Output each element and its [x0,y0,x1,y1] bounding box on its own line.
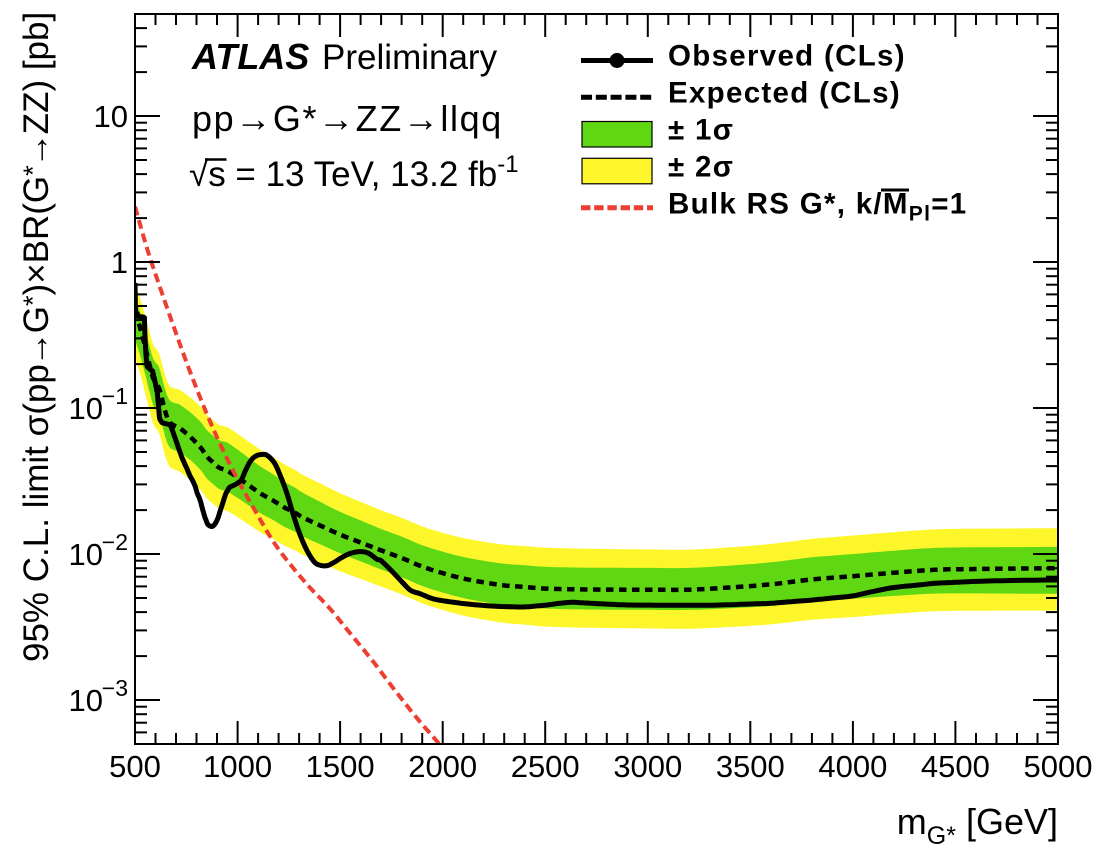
svg-text:−1: −1 [102,383,128,409]
svg-text:1500: 1500 [306,749,375,784]
svg-text:10: 10 [69,537,103,572]
svg-text:3500: 3500 [716,749,785,784]
svg-text:10: 10 [94,99,128,134]
svg-text:10: 10 [69,683,103,718]
svg-text:4000: 4000 [818,749,887,784]
svg-text:ATLAS Preliminary: ATLAS Preliminary [191,36,498,77]
svg-text:95% C.L. limit σ(pp→G*)×BR(G*→: 95% C.L. limit σ(pp→G*)×BR(G*→ZZ) [pb] [17,12,56,662]
svg-text:2500: 2500 [511,749,580,784]
svg-text:10: 10 [69,391,103,426]
svg-text:√s = 13 TeV, 13.2 fb-1: √s = 13 TeV, 13.2 fb-1 [189,151,519,194]
svg-text:pp→G*→ZZ→llqq: pp→G*→ZZ→llqq [192,98,503,139]
svg-text:Expected (CLs): Expected (CLs) [668,77,901,110]
svg-text:500: 500 [109,749,161,784]
svg-text:Bulk RS G*, k/MPl=1: Bulk RS G*, k/MPl=1 [668,188,967,226]
svg-text:Observed (CLs): Observed (CLs) [668,40,906,73]
svg-text:4500: 4500 [921,749,990,784]
svg-text:± 1σ: ± 1σ [668,114,734,147]
svg-text:2000: 2000 [408,749,477,784]
svg-text:1000: 1000 [203,749,272,784]
svg-text:5000: 5000 [1024,749,1093,784]
svg-text:−3: −3 [102,675,128,701]
svg-text:3000: 3000 [613,749,682,784]
svg-text:mG* [GeV]: mG* [GeV] [897,801,1058,850]
svg-text:−2: −2 [102,529,128,555]
svg-text:1: 1 [111,245,128,280]
svg-text:± 2σ: ± 2σ [668,151,734,184]
